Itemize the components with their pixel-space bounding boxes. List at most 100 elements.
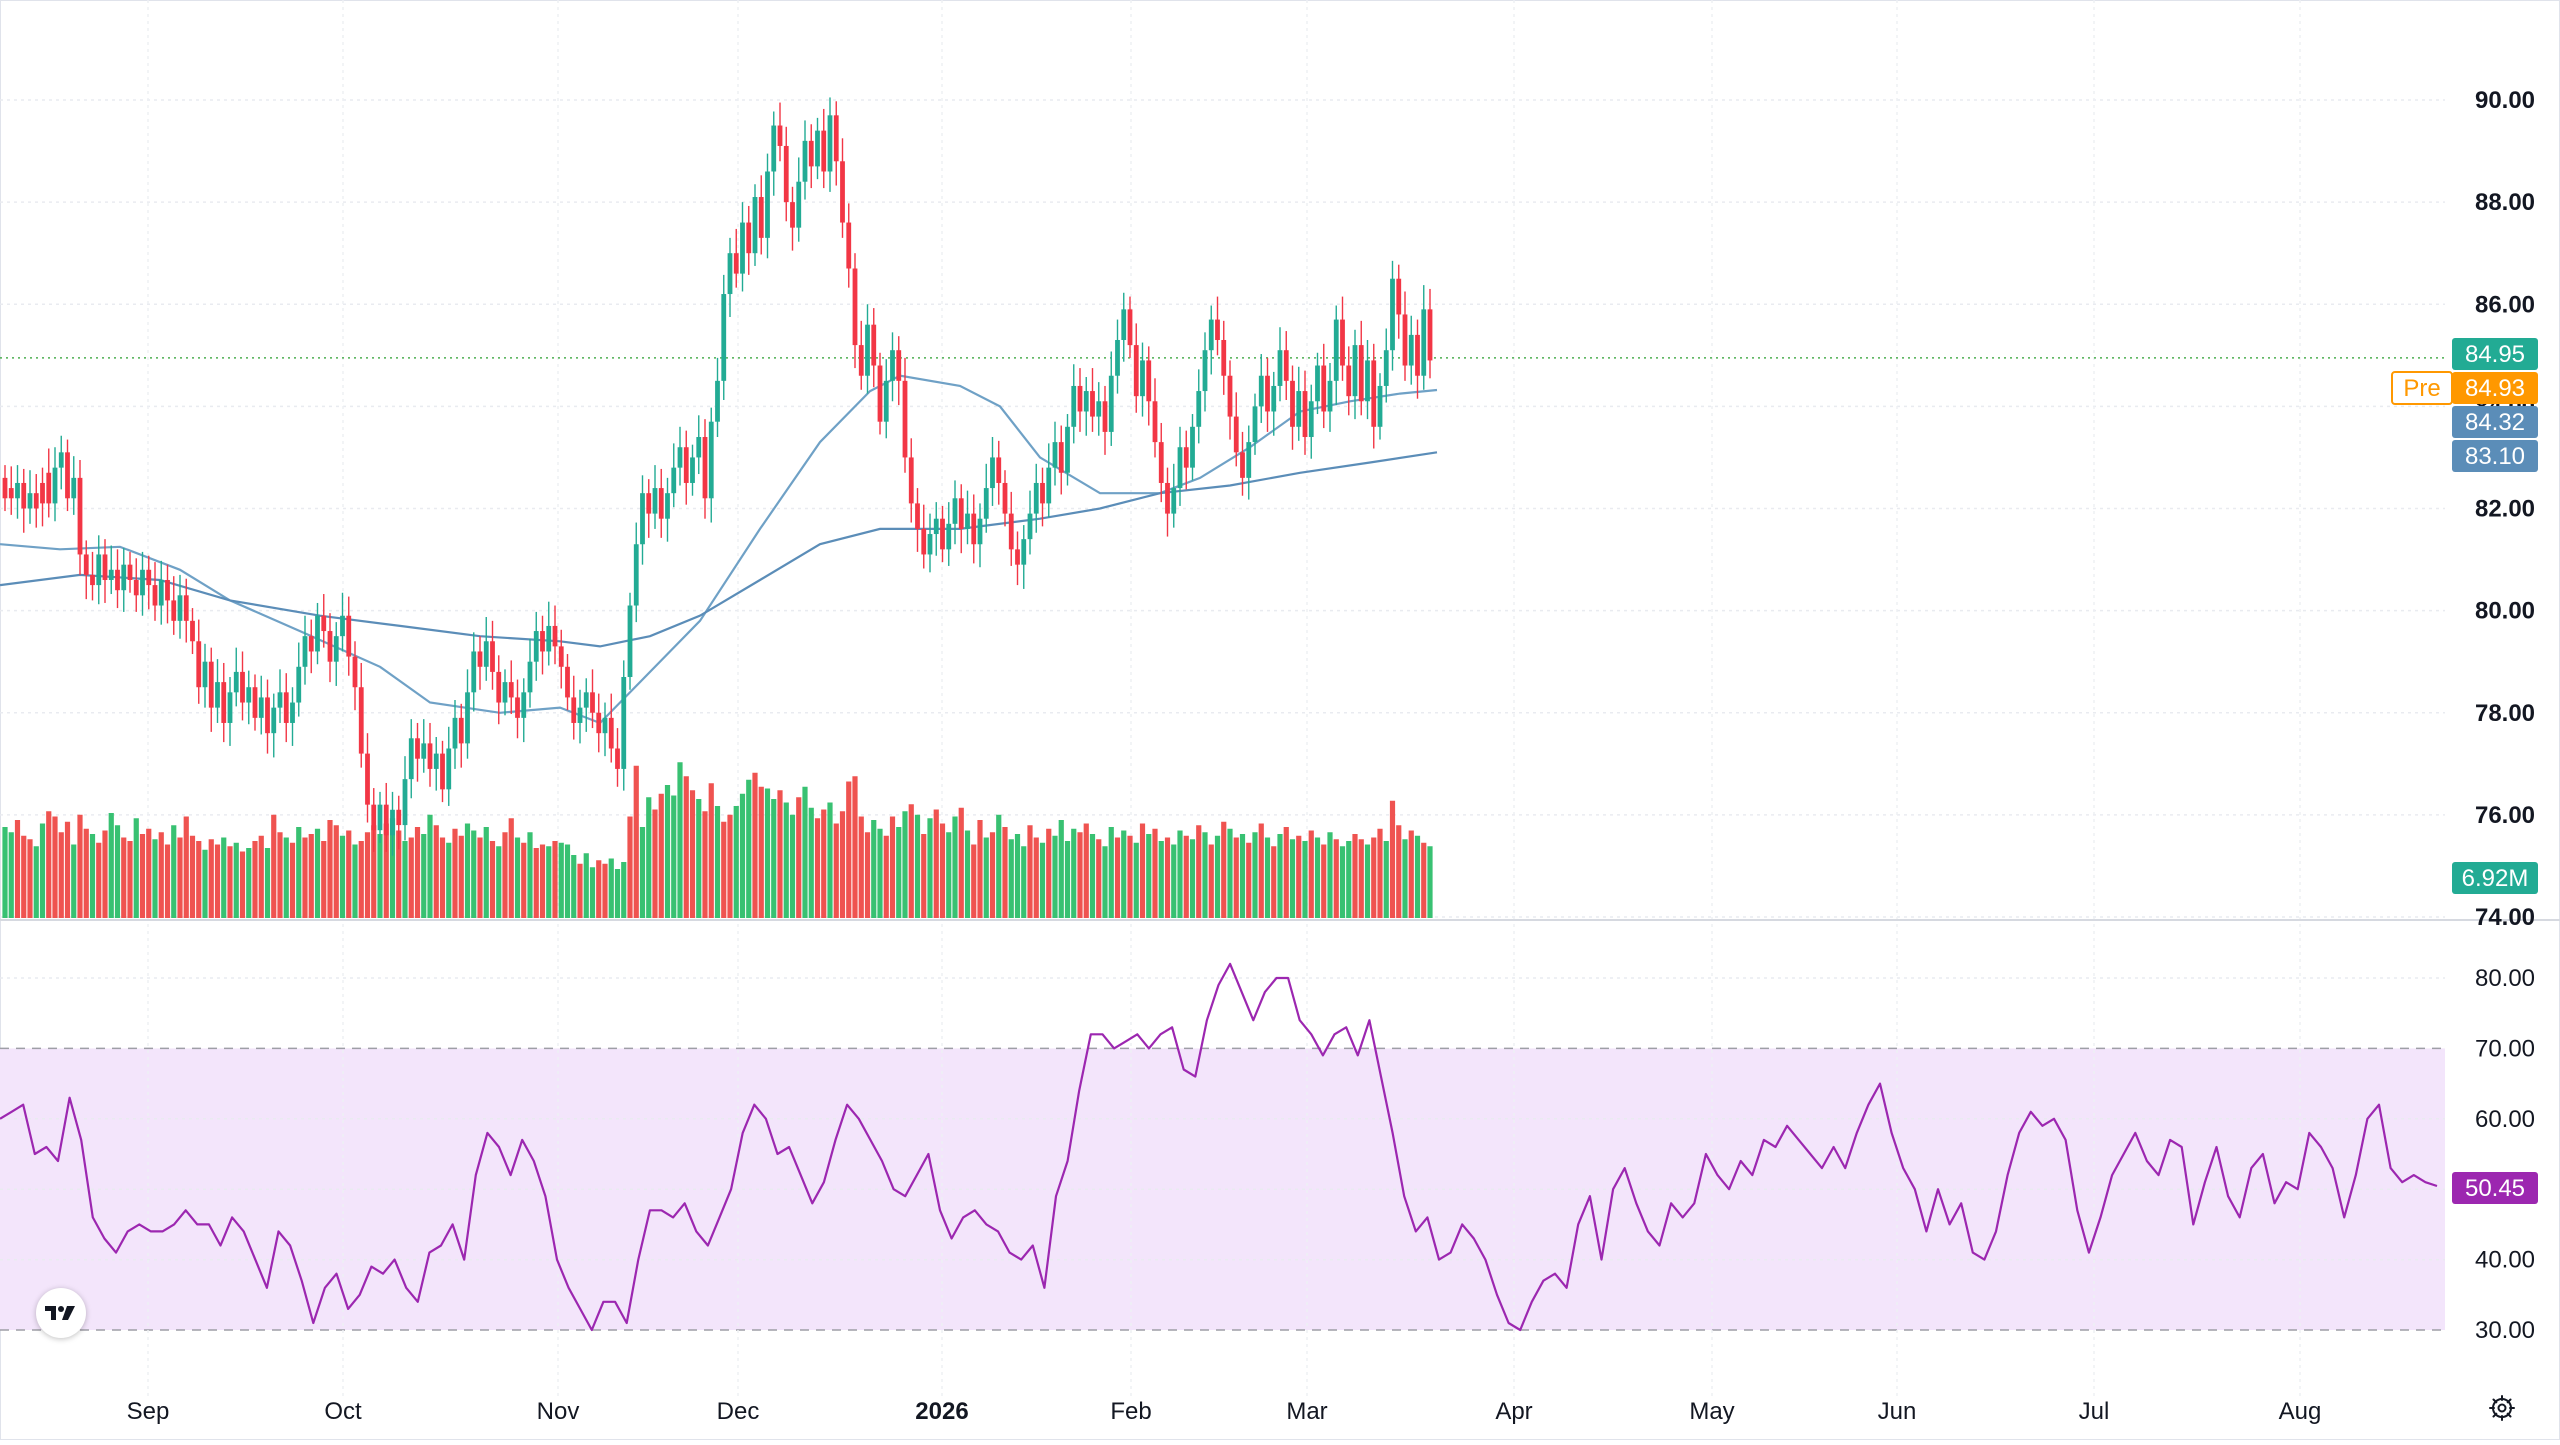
candle bbox=[752, 184, 758, 266]
candle bbox=[458, 703, 464, 768]
volume-bar bbox=[1239, 834, 1246, 918]
candle bbox=[308, 619, 314, 674]
moving-average-line bbox=[0, 451, 1438, 648]
candle-body bbox=[302, 636, 308, 667]
candle bbox=[658, 468, 664, 538]
time-tick-label: Apr bbox=[1495, 1398, 1532, 1425]
candle bbox=[996, 440, 1002, 505]
candle bbox=[240, 651, 245, 721]
candle bbox=[665, 477, 670, 542]
candle-body bbox=[1046, 467, 1052, 504]
candle-body bbox=[1258, 375, 1264, 407]
candle bbox=[1258, 354, 1264, 423]
candle-body bbox=[1171, 488, 1177, 514]
candle-body bbox=[458, 717, 464, 744]
volume-bar bbox=[483, 827, 489, 918]
volume-bar bbox=[58, 832, 64, 918]
candle bbox=[952, 480, 958, 545]
candle bbox=[815, 117, 820, 180]
candle-body bbox=[1127, 309, 1133, 346]
rsi-tick-label: 80.00 bbox=[2475, 965, 2535, 992]
volume-bar bbox=[902, 811, 908, 918]
candle bbox=[802, 120, 808, 200]
volume-bar bbox=[227, 846, 233, 918]
volume-bar bbox=[164, 844, 171, 918]
volume-bar bbox=[1014, 834, 1021, 918]
volume-bar bbox=[852, 776, 858, 918]
volume-bar bbox=[1208, 844, 1214, 918]
candle bbox=[96, 535, 102, 605]
candle-body bbox=[1221, 339, 1227, 376]
candle bbox=[327, 613, 333, 683]
candle bbox=[21, 468, 27, 533]
volume-bar bbox=[1196, 825, 1202, 918]
tradingview-logo[interactable] bbox=[36, 1288, 86, 1338]
volume-bar bbox=[1108, 827, 1114, 918]
candle bbox=[1265, 357, 1270, 432]
time-axis: Sep Oct Nov Dec 2026 Feb Mar Apr May Jun Jul Aug bbox=[127, 1398, 2322, 1425]
candle-body bbox=[308, 636, 314, 652]
chart-settings-button[interactable] bbox=[2485, 1391, 2519, 1425]
candle-body bbox=[808, 140, 814, 167]
volume-bar bbox=[983, 837, 989, 918]
candle bbox=[965, 490, 970, 545]
volume-bar bbox=[1033, 837, 1039, 918]
candle-body bbox=[777, 125, 783, 146]
volume-bar bbox=[689, 790, 696, 918]
candle bbox=[708, 407, 714, 523]
candle bbox=[521, 678, 527, 743]
candle-body bbox=[640, 493, 645, 545]
candle bbox=[65, 439, 70, 512]
volume-bar bbox=[21, 835, 27, 918]
candle-body bbox=[533, 631, 539, 662]
volume-bar bbox=[146, 828, 152, 918]
candle-body bbox=[90, 574, 95, 586]
volume-bar bbox=[671, 795, 677, 918]
candle-body bbox=[908, 457, 914, 504]
candle-body bbox=[433, 753, 439, 769]
volume-bar bbox=[302, 837, 308, 918]
candle-body bbox=[790, 202, 795, 228]
candle-body bbox=[471, 651, 477, 693]
volume-bar bbox=[133, 818, 139, 918]
candle bbox=[958, 484, 964, 554]
volume-bar bbox=[1214, 835, 1221, 918]
volume-bar bbox=[1158, 841, 1164, 918]
candle-body bbox=[21, 482, 27, 509]
candle-body bbox=[465, 692, 470, 744]
candle bbox=[1396, 264, 1402, 339]
candle bbox=[540, 615, 545, 675]
volume-bar bbox=[839, 811, 846, 918]
volume-bar bbox=[1071, 828, 1077, 918]
candle bbox=[396, 795, 402, 850]
candle bbox=[477, 636, 483, 690]
price-tick-label: 82.00 bbox=[2475, 496, 2535, 523]
candle bbox=[1152, 378, 1158, 458]
candle bbox=[552, 605, 558, 665]
candle-body bbox=[1071, 385, 1077, 427]
volume-bar bbox=[1089, 834, 1096, 918]
candle-body bbox=[427, 743, 433, 769]
volume-bar bbox=[539, 844, 546, 918]
candle-body bbox=[1246, 442, 1252, 478]
price-label: 84.32 bbox=[2452, 406, 2538, 438]
volume-bar bbox=[1308, 830, 1314, 918]
volume-bar bbox=[927, 818, 933, 918]
candle-body bbox=[477, 651, 483, 667]
candle-body bbox=[321, 615, 327, 632]
candle bbox=[221, 662, 227, 743]
candle-body bbox=[802, 140, 808, 182]
candle-body bbox=[646, 493, 652, 514]
volume-bar bbox=[602, 863, 608, 918]
candle-body bbox=[1058, 442, 1064, 473]
candle-body bbox=[558, 646, 564, 667]
candle-body bbox=[1302, 391, 1308, 438]
volume-bar bbox=[608, 858, 614, 918]
volume-bar bbox=[321, 841, 327, 918]
candle-body bbox=[1190, 426, 1195, 468]
volume-bar bbox=[939, 823, 946, 918]
candle-body bbox=[958, 498, 964, 529]
candle-body bbox=[1033, 482, 1039, 514]
volume-bar bbox=[121, 837, 127, 918]
